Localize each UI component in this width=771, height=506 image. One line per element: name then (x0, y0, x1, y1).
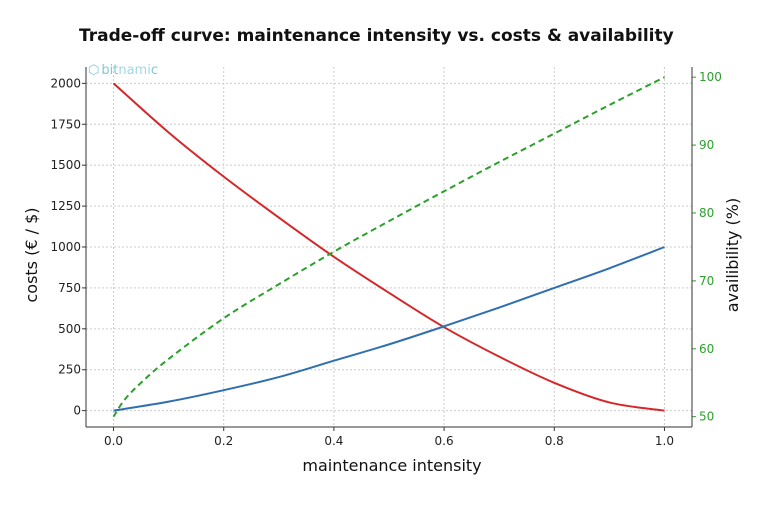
y-left-tick-label: 1250 (50, 199, 81, 213)
x-tick-label: 1.0 (655, 434, 674, 448)
axes (82, 67, 696, 431)
y-axis-label-left: costs (€ / $) (22, 207, 41, 302)
tick-labels: 0.0 0.2 0.4 0.6 0.8 1.0 0 250 500 750 1000 1250 1500… (50, 70, 721, 448)
y-left-tick-label: 1750 (50, 117, 81, 131)
grid (86, 67, 692, 427)
x-tick-label: 0.8 (545, 434, 564, 448)
y-left-tick-label: 250 (58, 363, 81, 377)
y-left-tick-label: 1500 (50, 158, 81, 172)
y-left-tick-label: 500 (58, 322, 81, 336)
x-tick-label: 0.6 (435, 434, 454, 448)
y-right-tick-label: 100 (699, 70, 722, 84)
x-tick-label: 0.0 (104, 434, 123, 448)
y-right-tick-label: 80 (699, 206, 714, 220)
series-line-2 (114, 77, 665, 416)
y-right-tick-label: 70 (699, 274, 714, 288)
y-right-tick-label: 60 (699, 342, 714, 356)
y-left-tick-label: 750 (58, 281, 81, 295)
y-left-tick-label: 0 (73, 404, 81, 418)
y-left-tick-label: 1000 (50, 240, 81, 254)
series-group (114, 77, 665, 416)
logo-text-1: bit (101, 63, 118, 78)
y-right-tick-label: 50 (699, 410, 714, 424)
logo-text-3: c (151, 63, 158, 78)
x-axis-label: maintenance intensity (302, 456, 481, 475)
y-axis-label-right: availibility (%) (723, 198, 742, 312)
series-line-1 (114, 247, 665, 411)
x-tick-label: 0.2 (214, 434, 233, 448)
y-right-tick-label: 90 (699, 138, 714, 152)
series-line-0 (114, 83, 665, 410)
logo-text-2: nami (118, 63, 150, 78)
y-left-tick-label: 2000 (50, 76, 81, 90)
hexagon-logo-icon: ⬡ (88, 63, 99, 78)
watermark-logo: ⬡ bitnamic (88, 63, 158, 78)
x-tick-label: 0.4 (324, 434, 343, 448)
